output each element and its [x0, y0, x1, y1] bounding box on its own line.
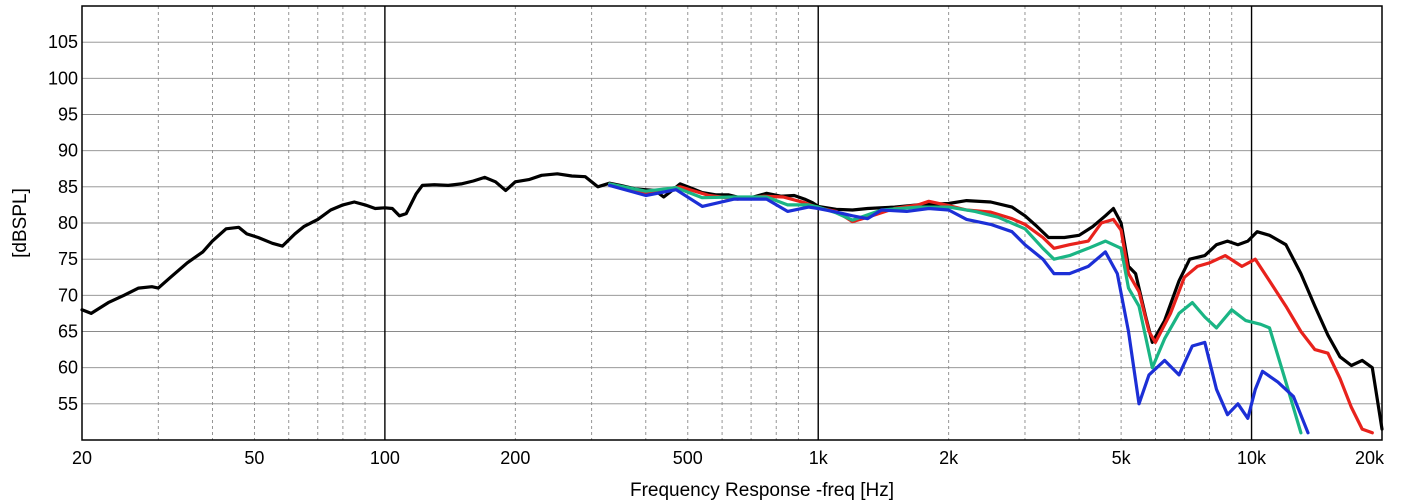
- series-line-1: [80, 172, 1384, 431]
- y-tick-label: 70: [58, 285, 78, 305]
- y-tick-label: 80: [58, 213, 78, 233]
- plot-frame: [81, 5, 1383, 441]
- y-tick-label: 105: [48, 32, 78, 52]
- series-line-3: [608, 182, 1303, 435]
- x-tick-label: 100: [370, 448, 400, 468]
- x-tick-label: 500: [673, 448, 703, 468]
- x-tick-label: 20k: [1355, 448, 1385, 468]
- x-tick-label: 2k: [939, 448, 959, 468]
- x-tick-label: 200: [500, 448, 530, 468]
- y-tick-label: 65: [58, 322, 78, 342]
- series-line-4: [608, 183, 1310, 435]
- x-axis-label: Frequency Response -freq [Hz]: [630, 480, 894, 501]
- x-tick-label: 5k: [1112, 448, 1132, 468]
- x-tick-label: 50: [244, 448, 264, 468]
- x-tick-label: 20: [72, 448, 92, 468]
- grid: [82, 6, 1382, 440]
- series-line-2: [608, 182, 1374, 435]
- y-tick-label: 60: [58, 358, 78, 378]
- x-tick-labels: 20 50 100 200 500 1k 2k 5k 10k 20k: [72, 448, 1385, 468]
- y-tick-labels: 55 60 65 70 75 80 85 90 95 100 105: [48, 32, 78, 414]
- x-tick-label: 10k: [1237, 448, 1267, 468]
- y-axis-label: [dBSPL]: [10, 188, 31, 258]
- x-tick-label: 1k: [809, 448, 829, 468]
- y-tick-label: 75: [58, 249, 78, 269]
- y-tick-label: 85: [58, 177, 78, 197]
- y-tick-label: 95: [58, 105, 78, 125]
- series-layer: [80, 172, 1384, 435]
- y-tick-label: 100: [48, 68, 78, 88]
- y-tick-label: 55: [58, 394, 78, 414]
- y-tick-label: 90: [58, 141, 78, 161]
